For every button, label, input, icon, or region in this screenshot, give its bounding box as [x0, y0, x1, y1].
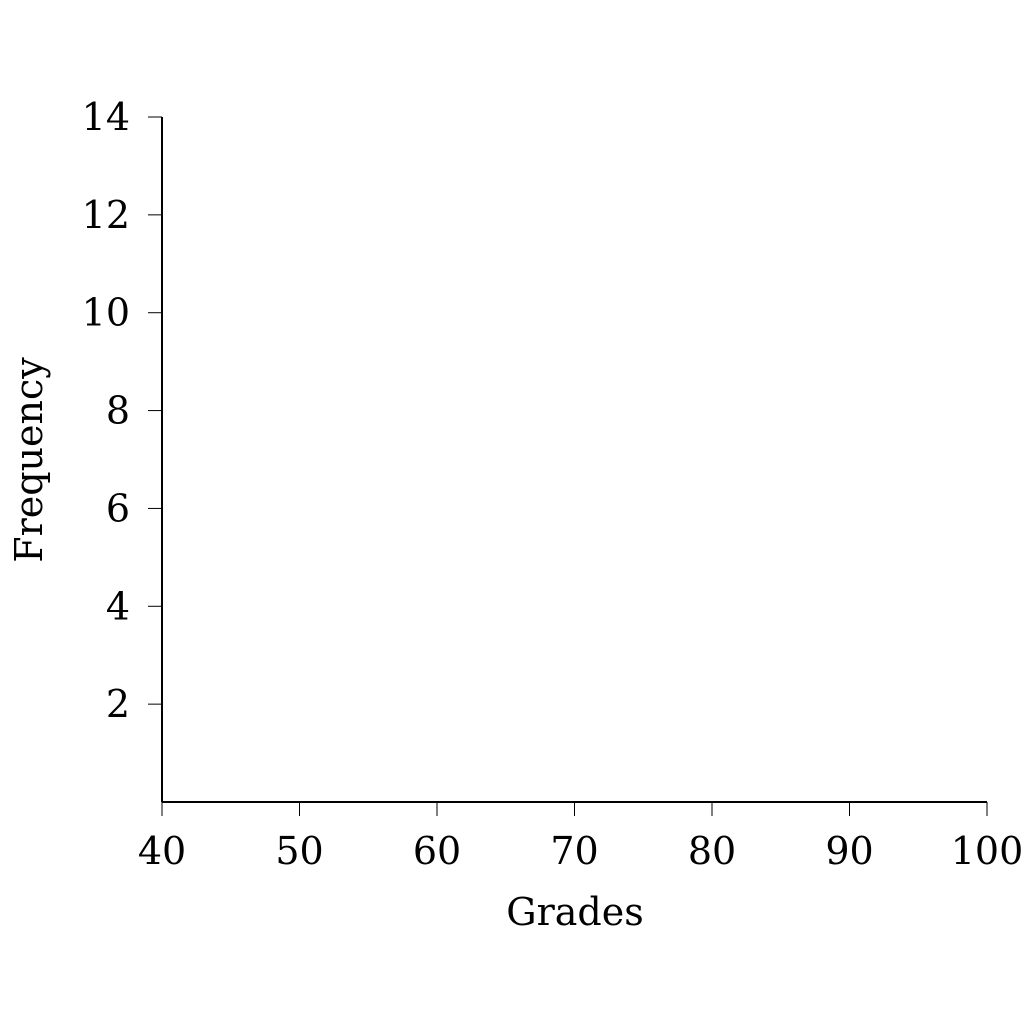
- y-ticks: 2 4 6 8 10 12 14: [82, 95, 162, 726]
- y-tick-label: 12: [82, 193, 130, 237]
- y-tick-label: 4: [106, 584, 130, 628]
- x-ticks: 40 50 60 70 80 90 100: [138, 802, 1023, 873]
- y-tick-label: 14: [82, 95, 130, 139]
- x-tick-label: 80: [688, 829, 736, 873]
- y-tick-label: 2: [106, 682, 130, 726]
- x-tick-label: 70: [550, 829, 598, 873]
- x-tick-label: 90: [825, 829, 873, 873]
- y-tick-label: 8: [106, 389, 130, 433]
- x-tick-label: 60: [413, 829, 461, 873]
- axes: [161, 117, 987, 803]
- y-tick-label: 6: [106, 486, 130, 530]
- x-tick-label: 40: [138, 829, 186, 873]
- x-tick-label: 100: [951, 829, 1024, 873]
- y-axis-title: Frequency: [7, 357, 51, 563]
- x-axis-title: Grades: [506, 890, 644, 934]
- x-tick-label: 50: [275, 829, 323, 873]
- y-tick-label: 10: [82, 291, 130, 335]
